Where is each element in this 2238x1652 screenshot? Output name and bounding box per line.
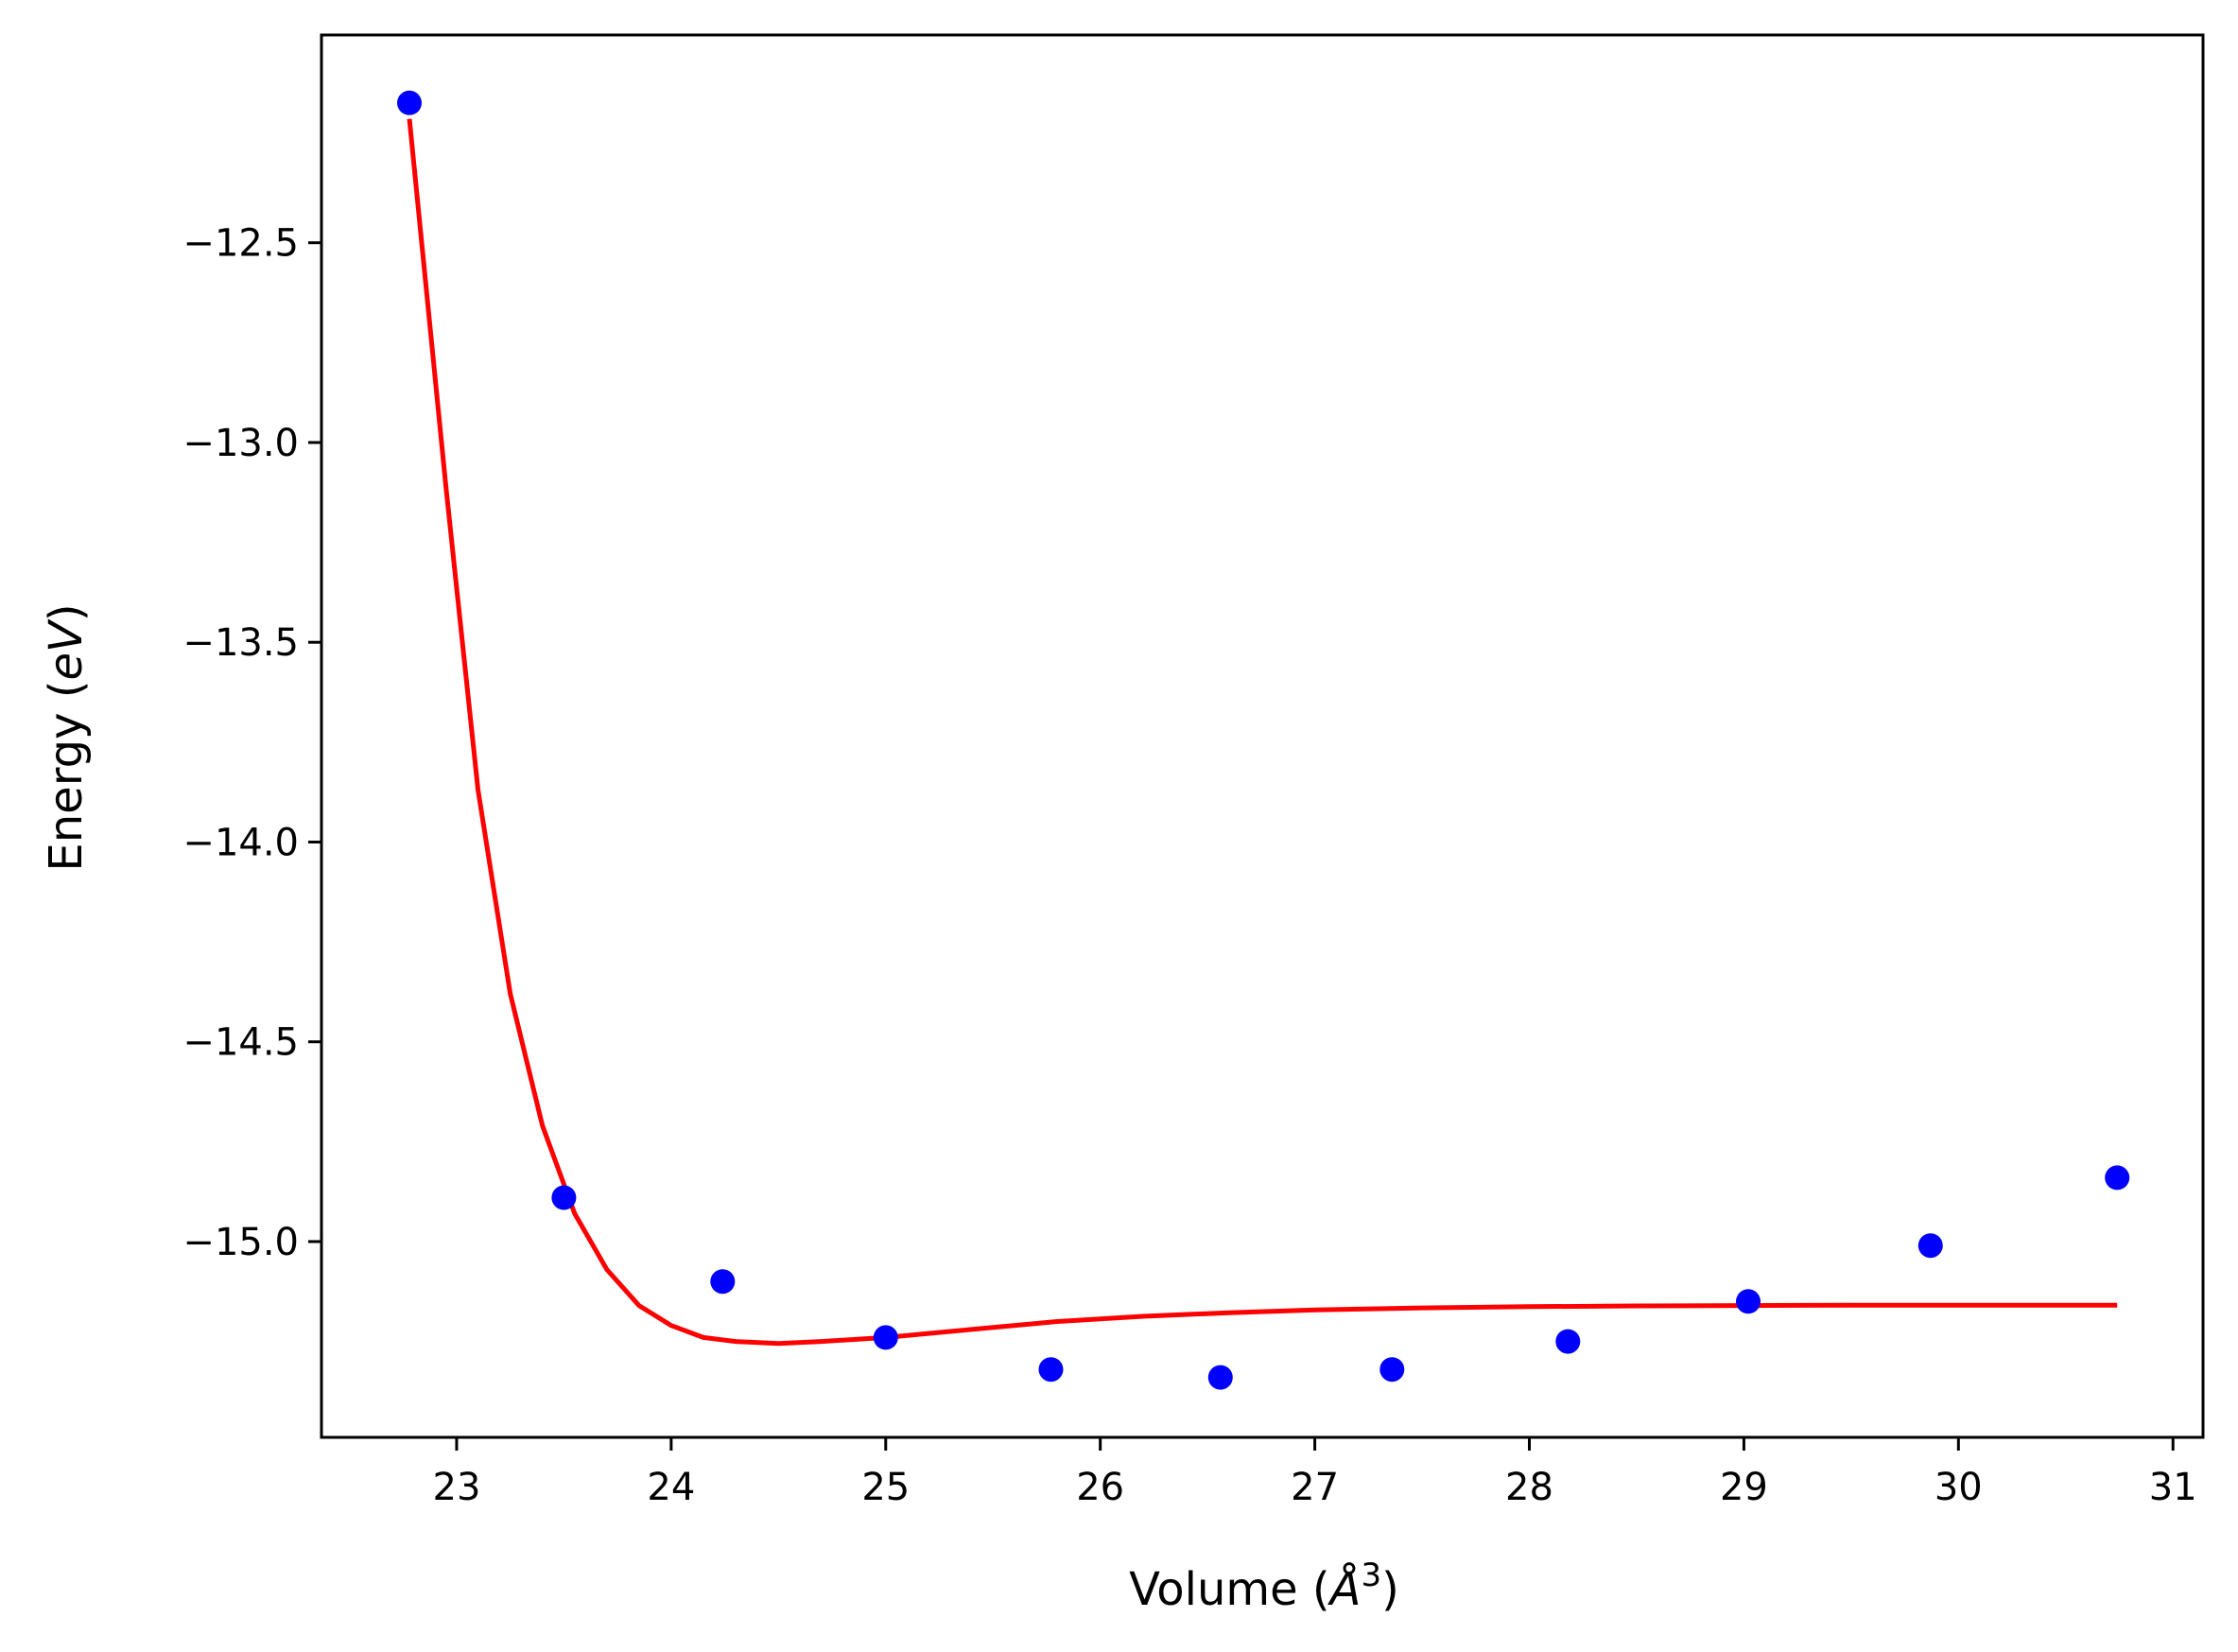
x-tick-label: 26 [1076,1466,1124,1509]
y-tick-label: −14.0 [182,821,299,864]
x-axis-label: Volume (Å3) [1129,1556,1399,1616]
x-tick-label: 29 [1720,1466,1768,1509]
y-tick-label: −14.5 [182,1021,299,1065]
data-point [397,90,422,115]
data-point [1736,1289,1761,1314]
y-tick-label: −13.0 [182,422,299,465]
x-tick-label: 23 [433,1466,481,1509]
x-tick-label: 30 [1934,1466,1983,1509]
x-tick-label: 27 [1291,1466,1339,1509]
plot-frame [320,33,2205,1439]
data-point [1038,1357,1064,1382]
y-axis-label: Energy (eV) [40,603,93,871]
x-tick-label: 24 [647,1466,695,1509]
x-tick-label: 28 [1505,1466,1553,1509]
y-tick-label: −13.5 [182,621,299,665]
x-tick-label: 25 [861,1466,910,1509]
data-point [710,1269,736,1295]
x-tick-label: 31 [2149,1466,2197,1509]
data-point [873,1325,898,1350]
data-point [1917,1233,1943,1259]
data-point [1555,1329,1581,1354]
y-axis-ticks: −12.5 −13.0 −13.5 −14.0 −14.5 −15.0 [182,222,321,1264]
data-point [1379,1357,1405,1382]
x-axis-ticks: 23 24 25 26 27 28 29 30 31 [433,1437,2197,1509]
plot-marks [397,90,2130,1390]
data-point [1207,1365,1233,1390]
data-point [551,1185,577,1210]
data-point [2105,1165,2130,1191]
y-tick-label: −12.5 [182,222,299,266]
y-tick-label: −15.0 [182,1221,299,1264]
